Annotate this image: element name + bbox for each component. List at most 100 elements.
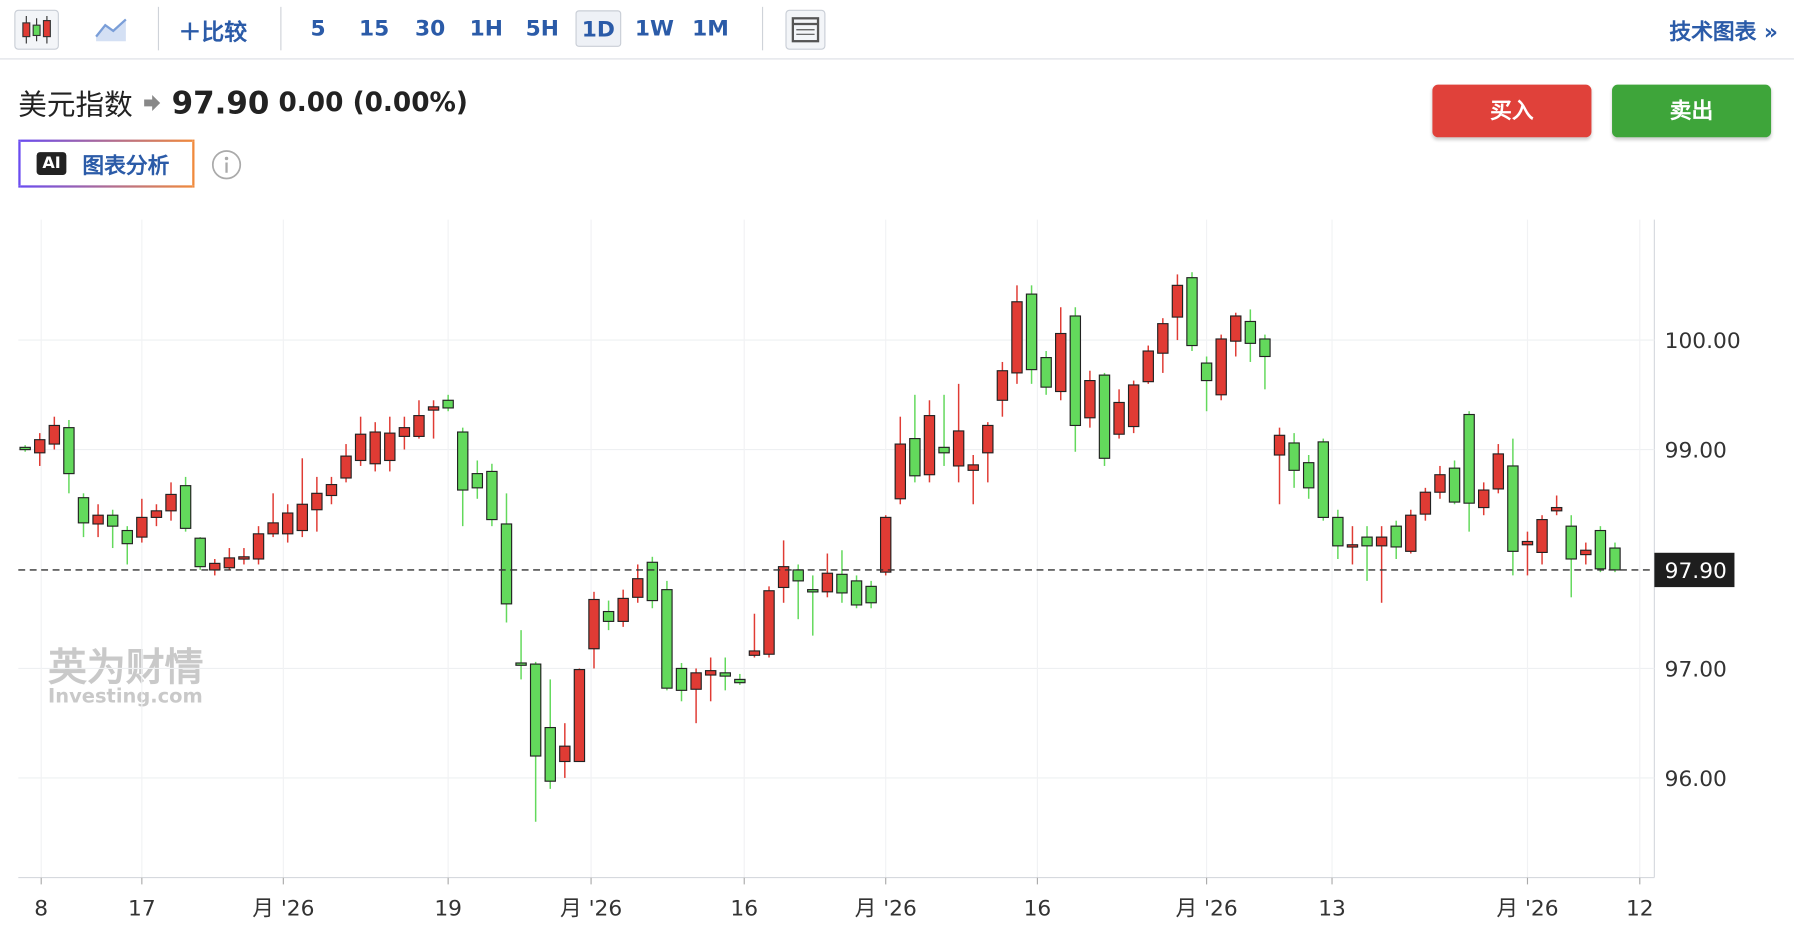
candle-body xyxy=(398,427,411,437)
candle-body xyxy=(1084,380,1096,419)
technical-chart-link[interactable]: 技术图表 » xyxy=(1669,19,1778,45)
candle-body xyxy=(1317,441,1329,518)
candle-body xyxy=(296,503,309,532)
instrument-name: 美元指数 xyxy=(18,88,133,122)
candle-body xyxy=(602,610,615,622)
candle-body xyxy=(1127,384,1140,428)
candle-body xyxy=(1230,315,1242,342)
candle-body xyxy=(1200,362,1213,382)
candle-body xyxy=(471,473,484,489)
candle-body xyxy=(1419,491,1432,515)
candle-body xyxy=(340,455,352,479)
info-icon[interactable] xyxy=(211,149,243,181)
candle-body xyxy=(63,427,75,475)
candle-body xyxy=(267,522,279,535)
candle-body xyxy=(1098,374,1111,459)
candle-body xyxy=(1609,547,1621,571)
candle-body xyxy=(734,678,746,684)
interval-button[interactable]: 30 xyxy=(415,16,446,42)
candle-body xyxy=(1375,536,1388,547)
candle-body xyxy=(748,650,761,656)
candle-body xyxy=(1448,467,1461,503)
separator xyxy=(280,6,282,51)
separator xyxy=(761,6,764,51)
candle-body xyxy=(850,580,863,606)
candle-body xyxy=(1463,413,1475,504)
candle-body xyxy=(1536,519,1548,553)
x-tick-label: 月 '26 xyxy=(1496,896,1558,921)
interval-button[interactable]: 1W xyxy=(634,16,674,42)
candle-body xyxy=(704,670,717,676)
candle-body xyxy=(1069,315,1082,427)
candle-body xyxy=(763,590,775,655)
y-tick-label: 96.00 xyxy=(1665,767,1727,792)
candle-body xyxy=(19,446,31,451)
sell-button[interactable]: 卖出 xyxy=(1612,84,1772,138)
candle-body xyxy=(529,663,542,757)
candle-body xyxy=(632,578,644,598)
buy-button[interactable]: 买入 xyxy=(1432,84,1592,138)
last-price-label: 97.90 xyxy=(1665,559,1727,584)
candle-body xyxy=(690,672,702,690)
candle-body xyxy=(1521,540,1534,546)
candle-body xyxy=(1405,514,1417,552)
interval-button[interactable]: 1M xyxy=(692,16,729,42)
candle-type-button[interactable] xyxy=(14,9,60,50)
arrow-icon xyxy=(144,94,161,111)
line-type-button[interactable] xyxy=(94,14,131,44)
x-tick-label: 月 '26 xyxy=(560,896,622,921)
candle-body xyxy=(588,598,600,650)
y-tick-label: 99.00 xyxy=(1665,439,1727,464)
candle-body xyxy=(194,537,206,568)
layout-button[interactable] xyxy=(785,9,826,50)
candle-body xyxy=(354,433,367,462)
candle-body xyxy=(1565,525,1577,560)
candle-body xyxy=(1507,465,1519,552)
candle-body xyxy=(865,585,877,604)
candle-body xyxy=(894,443,907,500)
candle-body xyxy=(150,510,163,518)
ai-analysis-button[interactable]: AI 图表分析 xyxy=(18,139,195,188)
candle-body xyxy=(923,415,936,476)
candle-body xyxy=(121,529,133,545)
interval-button[interactable]: 1H xyxy=(469,16,503,42)
x-tick-label: 12 xyxy=(1626,896,1654,921)
candle-body xyxy=(1492,453,1505,490)
candle-body xyxy=(1390,525,1402,548)
candle-body xyxy=(573,668,586,763)
candle-body xyxy=(515,662,527,666)
candle-body xyxy=(1580,549,1592,556)
candle-body xyxy=(442,399,454,409)
candle-body xyxy=(48,424,61,445)
interval-button[interactable]: 5H xyxy=(525,16,559,42)
interval-button[interactable]: 5 xyxy=(310,16,326,42)
interval-button[interactable]: 15 xyxy=(358,16,390,42)
ai-label: 图表分析 xyxy=(82,152,170,178)
candle-body xyxy=(238,556,250,560)
compare-button[interactable]: ＋比较 xyxy=(178,18,248,46)
candle-body xyxy=(1302,462,1315,489)
candle-body xyxy=(427,406,440,411)
candle-body xyxy=(325,483,338,497)
candle-body xyxy=(617,597,629,622)
candle-body xyxy=(1594,529,1607,570)
interval-button[interactable]: 1D xyxy=(575,10,622,47)
candle-body xyxy=(413,415,425,437)
candle-body xyxy=(1171,284,1184,318)
candle-body xyxy=(777,566,790,589)
candle-body xyxy=(675,667,688,691)
candle-body xyxy=(879,516,892,573)
instrument-header: 美元指数 97.90 0.00 (0.00%) xyxy=(18,82,468,123)
candle-body xyxy=(544,726,556,782)
x-tick-label: 13 xyxy=(1318,896,1346,921)
compare-label: 比较 xyxy=(201,18,248,46)
candle-body xyxy=(1434,474,1446,493)
candle-body xyxy=(281,512,294,535)
candle-body xyxy=(1288,442,1300,471)
candle-body xyxy=(996,370,1009,401)
candle-body xyxy=(486,470,498,521)
x-tick-label: 19 xyxy=(434,896,462,921)
candle-body xyxy=(1025,293,1038,371)
